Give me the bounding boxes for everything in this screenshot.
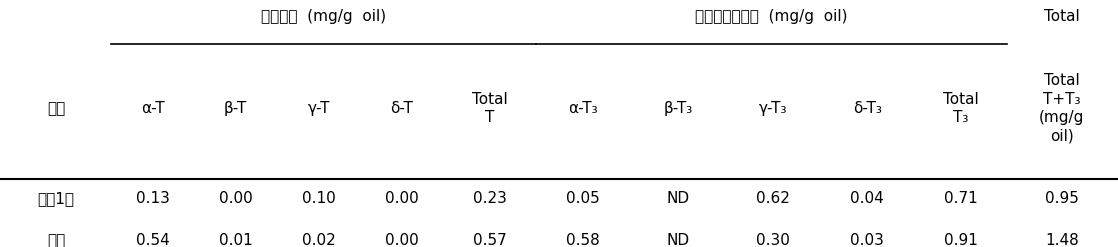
- Text: 0.10: 0.10: [302, 191, 335, 206]
- Text: 0.00: 0.00: [385, 233, 419, 247]
- Text: 0.13: 0.13: [135, 191, 170, 206]
- Text: ND: ND: [666, 191, 690, 206]
- Text: 0.05: 0.05: [567, 191, 600, 206]
- Text: 0.95: 0.95: [1045, 191, 1079, 206]
- Text: 0.57: 0.57: [473, 233, 506, 247]
- Text: β-T: β-T: [224, 101, 247, 116]
- Text: γ-T₃: γ-T₃: [758, 101, 787, 116]
- Text: 0.23: 0.23: [473, 191, 506, 206]
- Text: 0.91: 0.91: [944, 233, 978, 247]
- Text: 0.02: 0.02: [302, 233, 335, 247]
- Text: 0.03: 0.03: [851, 233, 884, 247]
- Text: δ-T₃: δ-T₃: [853, 101, 882, 116]
- Text: 일품: 일품: [47, 233, 65, 247]
- Text: Total
T+T₃
(mg/g
oil): Total T+T₃ (mg/g oil): [1039, 73, 1084, 144]
- Text: 0.30: 0.30: [756, 233, 789, 247]
- Text: 0.00: 0.00: [385, 191, 419, 206]
- Text: 0.00: 0.00: [219, 191, 253, 206]
- Text: Total: Total: [1044, 9, 1080, 24]
- Text: α-T₃: α-T₃: [568, 101, 598, 116]
- Text: 토코페롬  (mg/g  oil): 토코페롬 (mg/g oil): [260, 9, 386, 24]
- Text: 토코트라이에놈  (mg/g  oil): 토코트라이에놈 (mg/g oil): [695, 9, 847, 24]
- Text: 0.04: 0.04: [851, 191, 884, 206]
- Text: 0.62: 0.62: [756, 191, 789, 206]
- Text: Total
T: Total T: [472, 92, 508, 125]
- Text: 0.71: 0.71: [944, 191, 977, 206]
- Text: Total
T₃: Total T₃: [942, 92, 978, 125]
- Text: 0.54: 0.54: [135, 233, 170, 247]
- Text: ND: ND: [666, 233, 690, 247]
- Text: 다산1호: 다산1호: [38, 191, 75, 206]
- Text: α-T: α-T: [141, 101, 164, 116]
- Text: 1.48: 1.48: [1045, 233, 1079, 247]
- Text: β-T₃: β-T₃: [663, 101, 692, 116]
- Text: 0.01: 0.01: [219, 233, 253, 247]
- Text: 0.58: 0.58: [567, 233, 600, 247]
- Text: 품종: 품종: [47, 101, 65, 116]
- Text: δ-T: δ-T: [390, 101, 414, 116]
- Text: γ-T: γ-T: [307, 101, 330, 116]
